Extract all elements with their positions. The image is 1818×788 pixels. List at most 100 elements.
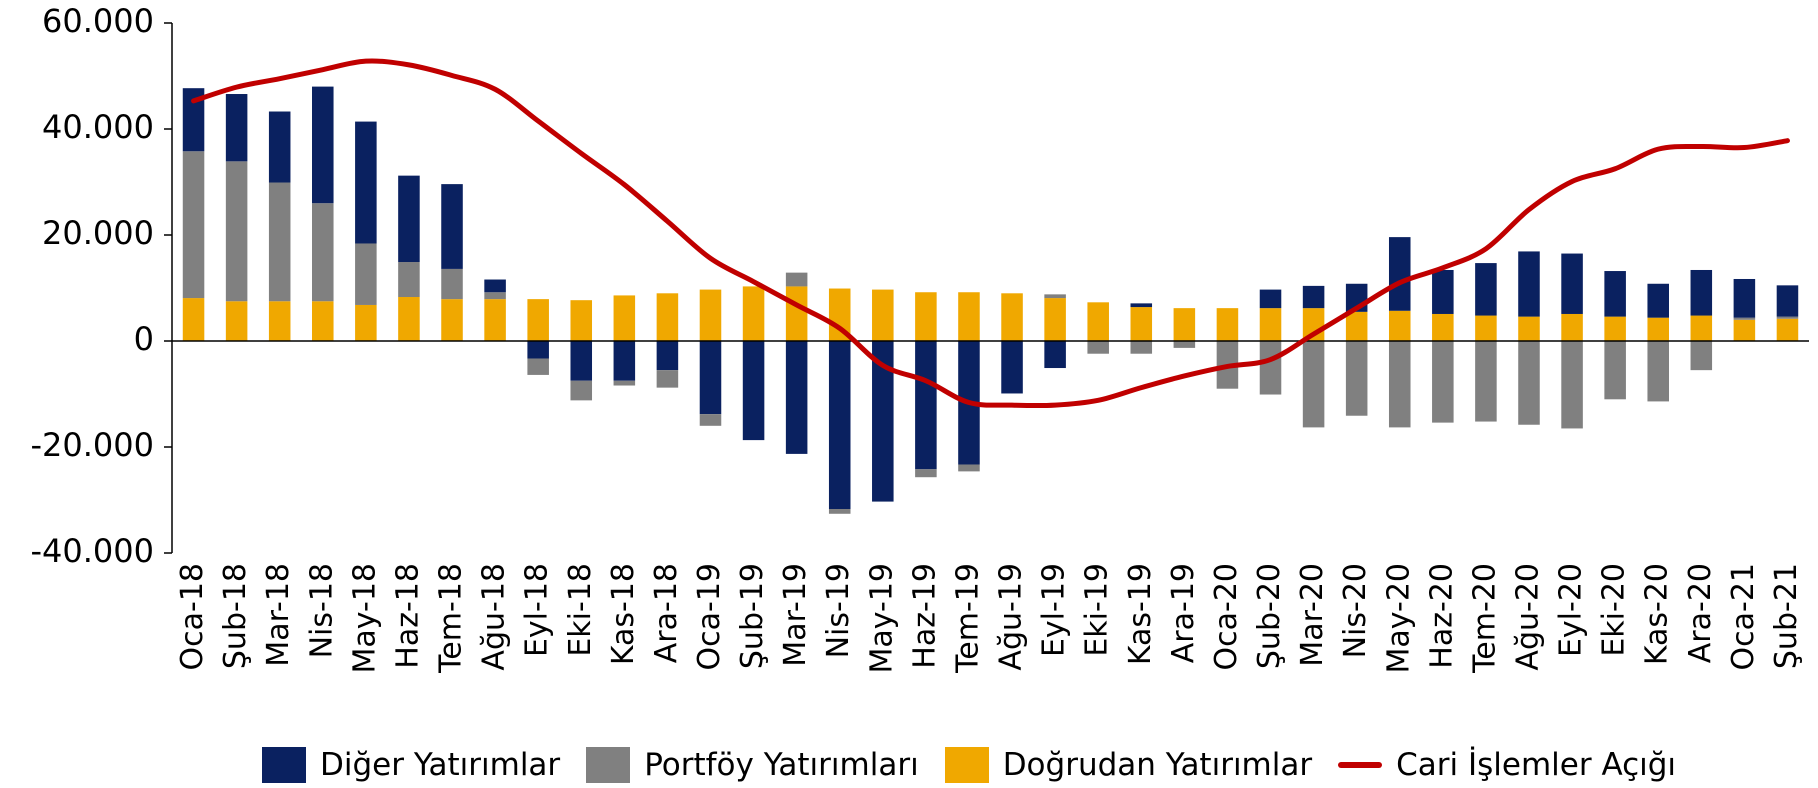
x-tick-label: Tem-18 <box>434 563 469 674</box>
bar-segment <box>484 292 506 300</box>
x-tick-label: Eyl-20 <box>1554 563 1589 657</box>
bar-segment <box>1647 341 1669 402</box>
bar-segment <box>1432 341 1454 423</box>
bar-segment <box>742 341 765 441</box>
bar-segment <box>656 370 679 388</box>
bar-segment <box>1475 315 1497 341</box>
bar-segment <box>1216 308 1239 341</box>
bar-segment <box>1690 269 1713 316</box>
bar-segment <box>1776 316 1799 319</box>
bar-segment <box>398 297 420 341</box>
bar-segment <box>915 292 937 341</box>
legend-item: Diğer Yatırımlar <box>262 747 560 783</box>
bar-segment <box>1776 318 1799 341</box>
bar-segment <box>225 301 248 341</box>
bar-segment <box>1604 341 1626 400</box>
legend-label: Cari İşlemler Açığı <box>1396 747 1677 783</box>
bar-segment <box>785 272 808 287</box>
y-tick-label: 0 <box>134 320 154 358</box>
x-tick-label: Nis-20 <box>1338 563 1373 658</box>
bar-segment <box>1388 237 1411 311</box>
bar-segment <box>872 341 894 502</box>
x-tick-label: Ağu-20 <box>1510 563 1545 671</box>
bar-segment <box>1475 341 1497 422</box>
x-tick-label: Ağu-19 <box>994 563 1029 671</box>
bar-segment <box>1518 316 1540 341</box>
x-tick-label: Eyl-18 <box>520 563 555 657</box>
x-tick-label: Kas-18 <box>606 563 641 665</box>
x-tick-label: Eki-20 <box>1597 563 1632 657</box>
bar-segment <box>1345 311 1368 341</box>
bar-segment <box>182 151 205 299</box>
x-tick-label: Tem-20 <box>1467 563 1502 674</box>
bar-segment <box>355 121 377 244</box>
bar-segment <box>570 341 593 381</box>
bar-segment <box>527 341 549 359</box>
legend-item: Portföy Yatırımları <box>586 747 919 783</box>
bar-segment <box>613 341 636 381</box>
bar-segment <box>182 298 205 341</box>
bar-segment <box>1690 315 1713 341</box>
legend-swatch <box>586 747 631 783</box>
bar-segment <box>527 358 549 375</box>
bar-segment <box>828 288 851 341</box>
bar-segment <box>1432 313 1454 341</box>
bar-segment <box>1518 341 1540 425</box>
bar-segment <box>613 380 636 386</box>
x-tick-label: Oca-18 <box>175 563 210 671</box>
bar-segment <box>1647 317 1669 341</box>
x-tick-label: Eki-19 <box>1080 563 1115 657</box>
x-tick-label: Nis-19 <box>821 563 856 658</box>
x-tick-label: Nis-18 <box>304 563 339 658</box>
line <box>191 58 1790 409</box>
bar-segment <box>872 289 894 341</box>
bar-segment <box>1130 307 1153 341</box>
x-tick-label: Mar-19 <box>778 563 813 667</box>
legend-label: Diğer Yatırımlar <box>320 747 561 783</box>
bar-segment <box>1044 341 1066 369</box>
x-tick-label: May-19 <box>864 563 899 674</box>
bar-segment <box>355 243 377 305</box>
bar-segment <box>613 295 636 341</box>
bar-segment <box>355 304 377 341</box>
bar-segment <box>312 203 334 302</box>
x-tick-label: Oca-19 <box>692 563 727 671</box>
bar-segment <box>1388 310 1411 341</box>
bar-segment <box>1173 308 1196 341</box>
y-tick-label: -20.000 <box>30 426 154 464</box>
bar-segment <box>570 300 593 341</box>
bar-segment <box>1518 251 1540 317</box>
bar-segment <box>1044 294 1066 299</box>
bar-segment <box>1733 319 1756 341</box>
bar-segment <box>398 175 420 263</box>
x-tick-label: Ağu-18 <box>477 563 512 671</box>
legend-swatch <box>944 747 989 783</box>
bar-segment <box>225 161 248 302</box>
bar-segment <box>268 182 291 302</box>
legend-swatch <box>1338 762 1383 768</box>
bar-segment <box>1173 341 1196 348</box>
bar-segment <box>441 299 463 341</box>
bar-segment <box>441 184 463 269</box>
x-tick-label: Eki-18 <box>563 563 598 657</box>
bar-segment <box>1776 285 1799 317</box>
bar-segment <box>915 469 937 478</box>
bar-segment <box>1259 289 1282 309</box>
bar-segment <box>1130 341 1153 354</box>
legend-swatch <box>262 747 306 783</box>
bar-segment <box>1001 293 1023 341</box>
x-tick-label: Kas-19 <box>1123 563 1158 665</box>
bar-segment <box>828 509 851 514</box>
bar-segment <box>398 262 420 298</box>
bar-segment <box>958 464 980 472</box>
bar-segment <box>225 94 248 162</box>
bar-segment <box>1733 317 1756 320</box>
bar-segment <box>915 341 937 470</box>
bar-segment <box>656 341 679 371</box>
x-tick-label: Şub-18 <box>218 563 253 669</box>
bar-segment <box>1259 308 1282 341</box>
y-tick-label: 60.000 <box>42 2 154 40</box>
bar-segment <box>1302 285 1325 309</box>
